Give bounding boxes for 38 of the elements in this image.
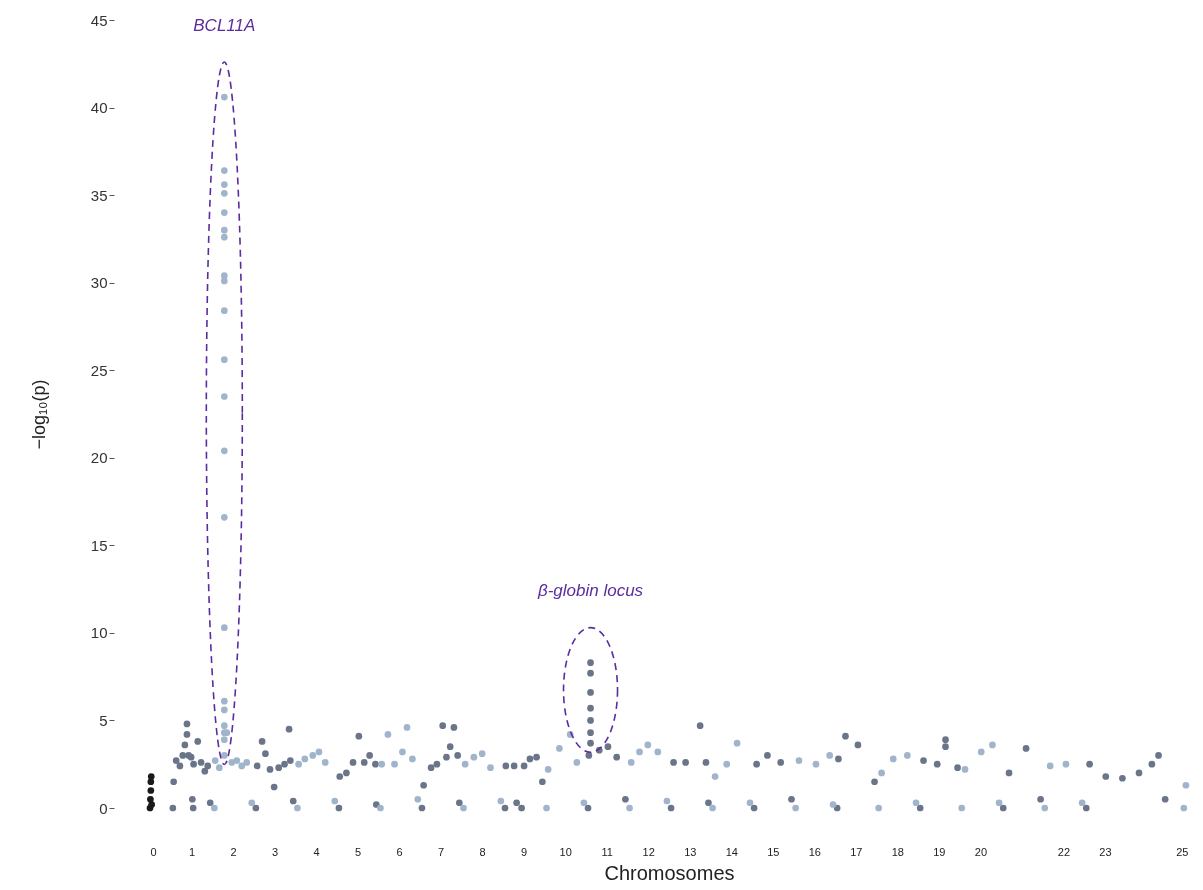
annotation: BCL11A: [193, 15, 256, 35]
y-tick-label: 40: [90, 99, 108, 117]
y-tick-label: 10: [90, 624, 108, 642]
x-tick-label: 18: [891, 845, 904, 858]
y-tick-label: 25: [90, 361, 108, 379]
x-tick-label: 0: [150, 845, 157, 858]
x-tick-label: 15: [767, 845, 780, 858]
x-tick-label: 1: [188, 845, 196, 858]
x-tick-label: 4: [313, 845, 320, 858]
x-tick-label: 17: [850, 845, 863, 858]
y-tick-label: 15: [90, 536, 108, 554]
x-tick-label: 20: [974, 845, 988, 858]
x-tick-label: 22: [1057, 845, 1071, 858]
x-tick-label: 5: [355, 845, 362, 858]
x-tick-label: 9: [521, 845, 528, 858]
x-tick-label: 6: [396, 845, 403, 858]
x-tick-label: 11: [601, 845, 613, 858]
x-tick-label: 7: [438, 845, 445, 858]
x-tick-label: 23: [1099, 845, 1112, 858]
x-tick-label: 8: [479, 845, 486, 858]
x-tick-label: 16: [808, 845, 821, 858]
x-tick-label: 3: [272, 845, 279, 858]
y-tick-label: 0: [99, 799, 108, 817]
x-tick-label: 25: [1176, 845, 1189, 858]
y-tick-label: 35: [90, 186, 108, 204]
y-tick-label: 20: [90, 449, 108, 467]
x-axis-title: Chromosomes: [604, 861, 735, 884]
y-axis-title: −log₁₀(p): [28, 379, 49, 450]
x-tick-label: 13: [684, 845, 697, 858]
y-tick-label: 5: [99, 711, 108, 729]
annotation: β-globin locus: [536, 581, 644, 601]
x-tick-label: 19: [933, 845, 946, 858]
x-tick-label: 10: [559, 845, 572, 858]
y-tick-label: 30: [90, 274, 108, 292]
x-tick-label: 2: [230, 845, 237, 858]
y-tick-label: 45: [90, 11, 108, 29]
x-tick-label: 12: [642, 845, 655, 858]
x-tick-label: 14: [725, 845, 738, 858]
